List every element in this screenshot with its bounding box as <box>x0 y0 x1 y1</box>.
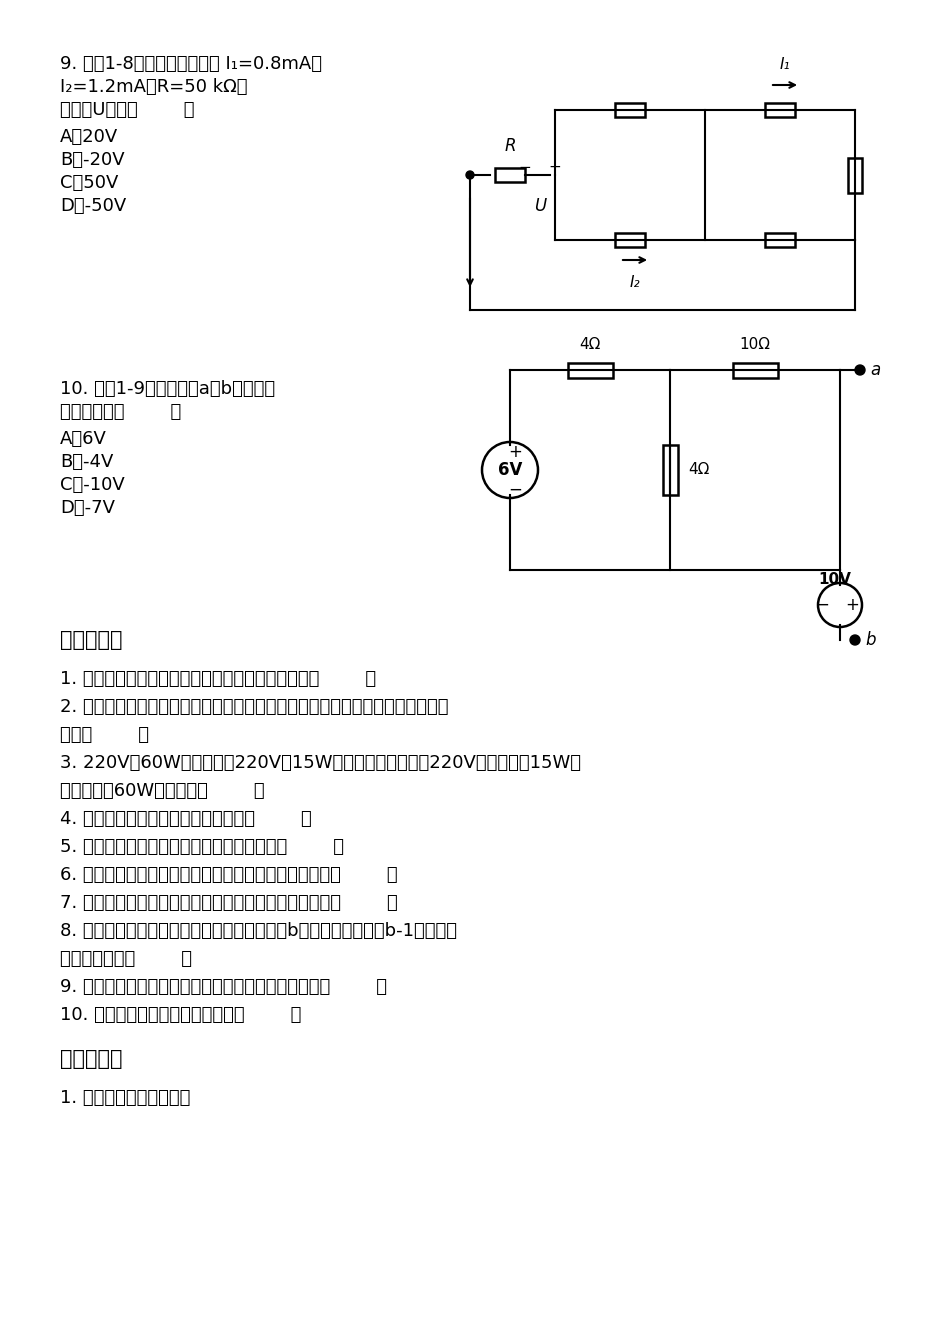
Text: B、-4V: B、-4V <box>60 453 113 470</box>
Text: B、-20V: B、-20V <box>60 151 124 169</box>
Text: 9. 理想电压源和理想电流源是可以进行等效变换的。（        ）: 9. 理想电压源和理想电流源是可以进行等效变换的。（ ） <box>60 978 387 996</box>
Text: 四、简答题: 四、简答题 <box>60 1050 123 1068</box>
Text: −: − <box>815 595 829 614</box>
Bar <box>732 363 777 378</box>
Text: −: − <box>508 481 522 499</box>
Text: I₂=1.2mA，R=50 kΩ，: I₂=1.2mA，R=50 kΩ， <box>60 78 248 95</box>
Text: 4. 网孔一定是回路，回路也是网孔。（        ）: 4. 网孔一定是回路，回路也是网孔。（ ） <box>60 810 312 828</box>
Text: −: − <box>519 160 531 175</box>
Text: 3. 220V、60W的白炽灯与220V、15W的白炽灯串联后接到220V电源上，则15W的: 3. 220V、60W的白炽灯与220V、15W的白炽灯串联后接到220V电源上… <box>60 754 581 771</box>
Circle shape <box>466 171 474 179</box>
Text: a: a <box>870 362 881 379</box>
Bar <box>662 445 677 495</box>
Text: 10Ω: 10Ω <box>739 337 770 352</box>
Text: A、20V: A、20V <box>60 128 118 146</box>
Text: 4Ω: 4Ω <box>688 462 710 477</box>
Text: +: + <box>549 160 561 175</box>
Text: C、50V: C、50V <box>60 173 119 192</box>
Text: 7. 电压源和电流源等效变换前后电源内部是不等效的。（        ）: 7. 电压源和电流源等效变换前后电源内部是不等效的。（ ） <box>60 894 398 913</box>
Circle shape <box>855 366 865 375</box>
Text: 6V: 6V <box>498 461 522 478</box>
Bar <box>615 103 645 117</box>
Text: D、-50V: D、-50V <box>60 198 126 215</box>
Text: 10. 如图1-9所示电路中a、b两点间的: 10. 如图1-9所示电路中a、b两点间的 <box>60 380 276 398</box>
Text: 1. 试举例说明等效概念。: 1. 试举例说明等效概念。 <box>60 1089 190 1107</box>
Text: +: + <box>508 444 522 461</box>
Text: 则电压U应为（        ）: 则电压U应为（ ） <box>60 101 195 120</box>
Text: 6. 通常照明电路中灯开的越多，总的负载电阻就越大。（        ）: 6. 通常照明电路中灯开的越多，总的负载电阻就越大。（ ） <box>60 866 398 884</box>
Text: D、-7V: D、-7V <box>60 499 115 517</box>
Bar <box>765 233 795 247</box>
Text: A、6V: A、6V <box>60 430 106 448</box>
Text: U: U <box>534 198 546 215</box>
Bar <box>615 233 645 247</box>
Text: 三、判断题: 三、判断题 <box>60 630 123 650</box>
Text: I₁: I₁ <box>780 56 790 73</box>
Bar <box>765 103 795 117</box>
Text: b: b <box>865 630 876 649</box>
Bar <box>567 363 613 378</box>
Text: 4Ω: 4Ω <box>580 337 600 352</box>
Text: R: R <box>504 137 516 155</box>
Text: +: + <box>846 595 859 614</box>
Bar <box>848 157 862 192</box>
Text: 5. 线性电感元件的电感与通过的电流有关。（        ）: 5. 线性电感元件的电感与通过的电流有关。（ ） <box>60 839 344 856</box>
Text: I₂: I₂ <box>630 276 640 290</box>
Text: 1. 充电器在电路中既可以是电源，也可以是负载。（        ）: 1. 充电器在电路中既可以是电源，也可以是负载。（ ） <box>60 671 376 688</box>
Text: C、-10V: C、-10V <box>60 476 124 495</box>
Text: 变。（        ）: 变。（ ） <box>60 726 149 745</box>
Text: 白炽灯要比60W的灯亮。（        ）: 白炽灯要比60W的灯亮。（ ） <box>60 782 265 800</box>
Text: 来联立求解。（        ）: 来联立求解。（ ） <box>60 950 192 968</box>
Bar <box>495 168 525 181</box>
Text: 10V: 10V <box>819 573 851 587</box>
Text: 8. 用支路电流法求解各支路电流时，若电路有b条支路，则需列出b-1个方程式: 8. 用支路电流法求解各支路电流时，若电路有b条支路，则需列出b-1个方程式 <box>60 922 457 939</box>
Text: 开路电压是（        ）: 开路电压是（ ） <box>60 403 181 421</box>
Circle shape <box>850 634 860 645</box>
Text: 10. 戴维南定理适用于任何电路。（        ）: 10. 戴维南定理适用于任何电路。（ ） <box>60 1007 301 1024</box>
Text: 2. 若改变电路中的零电位点，则各点的电位会改变，但任意两点间的电压不会改: 2. 若改变电路中的零电位点，则各点的电位会改变，但任意两点间的电压不会改 <box>60 698 448 716</box>
Text: 9. 如图1-8所示电路中，已知 I₁=0.8mA，: 9. 如图1-8所示电路中，已知 I₁=0.8mA， <box>60 55 322 73</box>
